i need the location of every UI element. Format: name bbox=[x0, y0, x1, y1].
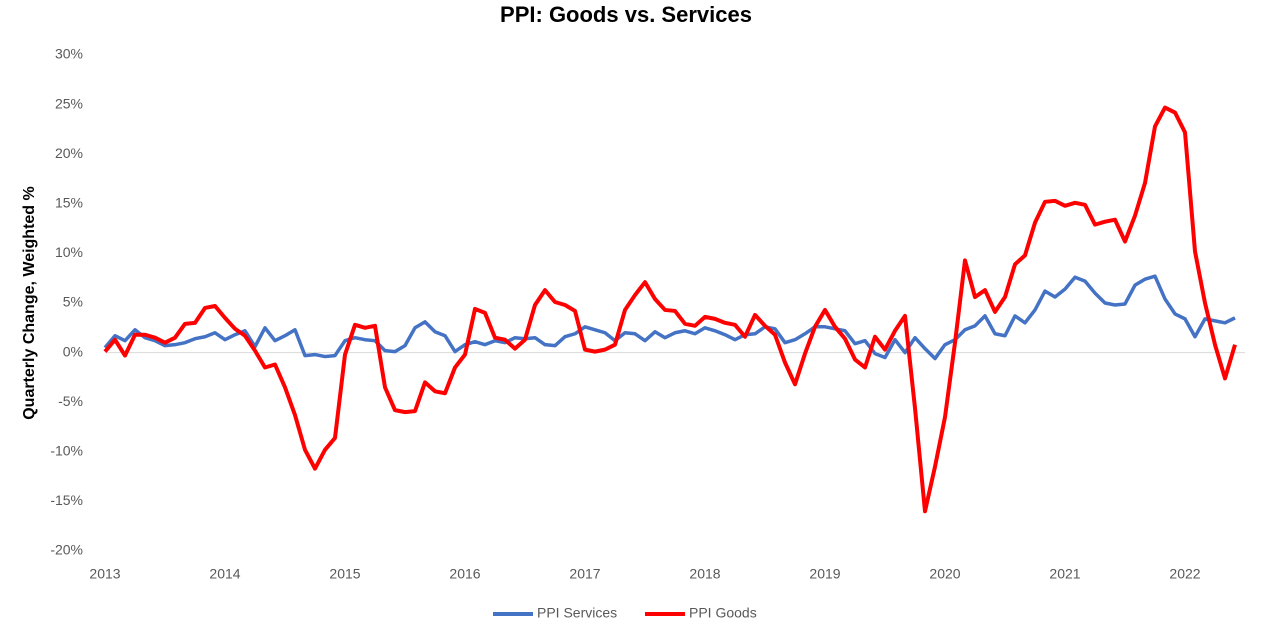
x-tick-label: 2014 bbox=[209, 566, 240, 582]
y-tick-label: -10% bbox=[50, 443, 83, 459]
x-tick-label: 2021 bbox=[1049, 566, 1080, 582]
y-tick-label: -20% bbox=[50, 542, 83, 558]
line-series bbox=[103, 105, 1237, 514]
x-tick-label: 2016 bbox=[449, 566, 480, 582]
y-tick-label: -5% bbox=[58, 393, 83, 409]
line-series bbox=[103, 274, 1236, 361]
y-tick-label: 20% bbox=[55, 145, 83, 161]
x-tick-label: 2019 bbox=[809, 566, 840, 582]
y-tick-label: 15% bbox=[55, 195, 83, 211]
legend-label: PPI Services bbox=[537, 605, 617, 621]
x-tick-label: 2013 bbox=[89, 566, 120, 582]
chart-title: PPI: Goods vs. Services bbox=[500, 2, 752, 27]
x-tick-label: 2017 bbox=[569, 566, 600, 582]
x-tick-label: 2018 bbox=[689, 566, 720, 582]
y-axis-label: Quarterly Change, Weighted % bbox=[21, 186, 38, 420]
y-tick-label: 5% bbox=[63, 294, 83, 310]
y-tick-label: 30% bbox=[55, 46, 83, 62]
x-tick-label: 2015 bbox=[329, 566, 360, 582]
x-tick-label: 2022 bbox=[1169, 566, 1200, 582]
y-tick-label: 0% bbox=[63, 343, 83, 359]
legend-label: PPI Goods bbox=[689, 605, 757, 621]
y-tick-label: 25% bbox=[55, 95, 83, 111]
y-tick-label: -15% bbox=[50, 492, 83, 508]
y-tick-label: 10% bbox=[55, 244, 83, 260]
x-tick-label: 2020 bbox=[929, 566, 960, 582]
